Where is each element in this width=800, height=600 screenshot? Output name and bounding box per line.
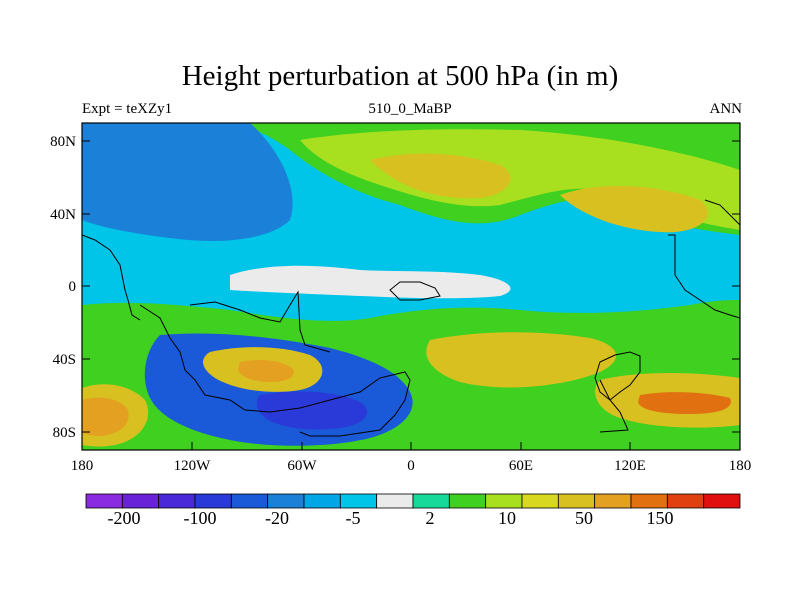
colorbar-label: 50 <box>575 508 593 528</box>
colorbar-swatch <box>448 493 487 509</box>
lon-ticks <box>81 442 741 450</box>
field-yellow-nh <box>370 153 511 199</box>
colorbar-label: -200 <box>108 508 141 528</box>
coast-australia <box>594 351 641 401</box>
colorbar-label: -100 <box>184 508 217 528</box>
field-orange-sh <box>238 360 294 382</box>
colorbar-swatch <box>267 493 305 509</box>
lon-label: 60E <box>509 458 533 474</box>
field-red-se <box>638 392 731 414</box>
colorbar-label: -5 <box>346 508 361 528</box>
field-yellow-sh-2 <box>426 332 617 388</box>
field-blue-mid <box>82 123 293 241</box>
colorbar-label: -20 <box>265 508 289 528</box>
coast-south-bottom <box>599 379 629 433</box>
colorbar-swatch <box>521 493 559 509</box>
colorbar-label: 150 <box>647 508 674 528</box>
colorbar <box>85 493 741 509</box>
coast-antarctica <box>82 234 141 321</box>
colorbar-swatch <box>485 493 523 509</box>
coast-east <box>668 234 740 319</box>
season-label: ANN <box>709 101 743 117</box>
coastlines <box>82 199 740 437</box>
lon-labels: 180 120W 60W 0 60E 120E 180 <box>71 458 752 474</box>
field-gray-band <box>230 265 511 299</box>
colorbar-swatch <box>121 493 160 509</box>
lat-labels: 80N 40N 0 40S 80S <box>50 134 76 441</box>
colorbar-swatch <box>194 493 232 509</box>
colorbar-swatch <box>557 493 596 509</box>
colorbar-swatch <box>158 493 196 509</box>
coast-equator <box>389 281 441 301</box>
colorbar-swatch <box>85 493 123 509</box>
colorbar-swatch <box>412 493 450 509</box>
lat-label: 40N <box>50 207 76 223</box>
experiment-label: Expt = teXZy1 <box>82 101 173 117</box>
lat-label: 0 <box>69 279 77 295</box>
colorbar-swatch <box>594 493 632 509</box>
lon-label: 60W <box>287 458 317 474</box>
lon-label: 120E <box>614 458 646 474</box>
coast-south-america <box>139 304 411 437</box>
colorbar-label: 2 <box>426 508 435 528</box>
time-label: 510_0_MaBP <box>368 101 452 117</box>
colorbar-swatch <box>230 493 269 509</box>
colorbar-swatch <box>376 493 414 509</box>
colorbar-swatch <box>666 493 705 509</box>
lat-label: 80N <box>50 134 76 150</box>
colorbar-swatch <box>630 493 668 509</box>
field-darkblue-sh <box>256 391 368 430</box>
coast-ne <box>704 199 740 226</box>
lon-label: 180 <box>71 458 94 474</box>
colorbar-swatch <box>703 493 741 509</box>
lon-label: 0 <box>407 458 415 474</box>
field-orange-sw <box>82 397 129 436</box>
colorbar-swatch <box>339 493 378 509</box>
lon-label: 120W <box>174 458 212 474</box>
colorbar-label: 10 <box>498 508 516 528</box>
lat-label: 40S <box>53 352 76 368</box>
field-yellow-nh-2 <box>560 185 708 233</box>
coast-africa <box>189 290 331 353</box>
colorbar-swatch <box>303 493 341 509</box>
contour-field <box>82 123 740 450</box>
lon-label: 180 <box>729 458 752 474</box>
plot-title: Height perturbation at 500 hPa (in m) <box>181 60 619 92</box>
colorbar-labels: -200 -100 -20 -5 2 10 50 150 <box>108 508 674 528</box>
lat-ticks <box>82 140 740 433</box>
lat-label: 80S <box>53 425 76 441</box>
